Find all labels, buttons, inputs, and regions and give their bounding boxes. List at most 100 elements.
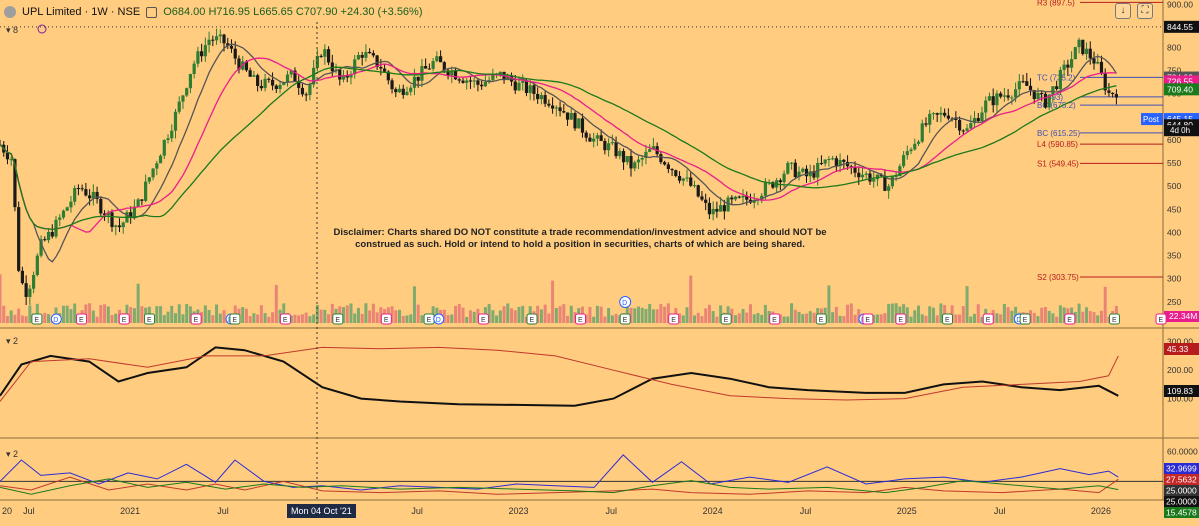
- candle-body: [401, 88, 405, 95]
- time-axis-tick-label: 2023: [508, 506, 528, 516]
- fullscreen-icon[interactable]: ⛶: [1137, 3, 1153, 19]
- volume-bar: [47, 314, 51, 323]
- candle-body: [80, 188, 84, 190]
- candle-body: [1002, 95, 1006, 97]
- earnings-marker-icon: [279, 313, 291, 325]
- candle-body: [144, 181, 148, 201]
- candle-body: [46, 231, 51, 241]
- volume-bar: [588, 306, 592, 323]
- candle-body: [345, 75, 349, 78]
- volume-bar: [498, 310, 502, 323]
- earnings-marker-icon: [941, 313, 953, 325]
- candle-body: [222, 34, 226, 44]
- candle-body: [524, 80, 529, 93]
- volume-bar: [1107, 316, 1111, 323]
- volume-bar: [405, 315, 409, 323]
- candle-body: [551, 105, 555, 109]
- candle-body: [200, 51, 204, 57]
- volume-bar: [416, 304, 420, 323]
- indicator-axis-badge-label: 25.0000: [1166, 486, 1197, 496]
- disclaimer-line-1: Disclaimer: Charts shared DO NOT constit…: [333, 227, 827, 238]
- volume-bar: [640, 307, 644, 323]
- volume-bar: [293, 314, 297, 323]
- volume-bar: [61, 305, 65, 323]
- volume-bar: [961, 306, 965, 323]
- candle-body: [353, 59, 357, 75]
- volume-bar: [831, 312, 835, 323]
- candle-body: [789, 162, 794, 164]
- indicator-axis-badge-label: 27.5632: [1166, 475, 1197, 485]
- candle-body: [715, 208, 719, 212]
- volume-bar: [1006, 307, 1010, 323]
- volume-bar: [1040, 307, 1044, 323]
- indicator-axis-badge: [1164, 507, 1199, 518]
- candle-body: [304, 94, 308, 96]
- candle-body: [1017, 81, 1021, 90]
- candle-body: [483, 81, 487, 87]
- candle-body: [192, 63, 196, 74]
- volume-bar: [887, 303, 891, 323]
- time-axis-tick-label: Jul: [606, 506, 618, 516]
- candle-body: [416, 76, 420, 81]
- symbol-title[interactable]: UPL Limited · 1W · NSE: [22, 6, 141, 18]
- visibility-toggle-icon[interactable]: [146, 6, 158, 18]
- volume-bar: [401, 315, 405, 323]
- earnings-marker-label: E: [865, 317, 870, 324]
- volume-bar: [745, 312, 749, 323]
- dividend-marker-label: D: [53, 317, 58, 324]
- volume-bar: [573, 312, 577, 323]
- candle-body: [297, 81, 301, 88]
- candle-body: [980, 112, 984, 122]
- volume-bar: [808, 311, 812, 323]
- volume-bar: [342, 307, 346, 323]
- volume-bar: [543, 304, 547, 323]
- dividend-marker-label: D: [622, 300, 627, 307]
- candle-body: [584, 132, 588, 138]
- candle-body: [588, 137, 592, 142]
- candle-body: [435, 56, 439, 62]
- indicator-axis-tick-label: 200.00: [1167, 365, 1193, 375]
- candle-body: [319, 55, 323, 57]
- candle-body: [1088, 48, 1092, 59]
- earnings-marker-label: E: [147, 317, 152, 324]
- candle-body: [315, 55, 319, 68]
- earnings-marker-label: E: [1023, 317, 1028, 324]
- collapse-down-icon[interactable]: ↓: [1115, 3, 1131, 19]
- volume-bar: [1077, 303, 1081, 323]
- volume-bar: [976, 304, 980, 323]
- volume-bar: [1058, 305, 1062, 323]
- candle-body: [427, 68, 431, 70]
- candle-body: [5, 152, 10, 160]
- earnings-marker-icon: [619, 313, 631, 325]
- moving-average-line: [0, 57, 1117, 233]
- volume-bar: [140, 306, 144, 323]
- volume-bar: [999, 314, 1003, 323]
- candle-body: [237, 58, 241, 70]
- candle-body: [976, 118, 980, 122]
- candle-body: [823, 159, 827, 164]
- candle-body: [442, 62, 446, 71]
- volume-bar: [65, 305, 69, 323]
- earnings-marker-icon: [229, 313, 241, 325]
- candle-body: [50, 231, 54, 237]
- time-axis-tick-label: Jul: [411, 506, 423, 516]
- volume-bar: [711, 311, 715, 323]
- candle-body: [644, 151, 648, 159]
- volume-bar: [315, 305, 319, 323]
- volume-bar: [517, 306, 521, 323]
- candle-body: [233, 48, 237, 59]
- volume-bar: [91, 310, 95, 323]
- volume-bar: [551, 280, 555, 323]
- candle-body: [76, 187, 81, 189]
- pivot-level-label: R3 (897.5): [1037, 0, 1075, 7]
- volume-bar: [539, 309, 543, 323]
- price-axis-badge-label: 709.40: [1167, 84, 1193, 94]
- candle-body: [173, 111, 178, 131]
- earnings-marker-icon: [769, 313, 781, 325]
- volume-bar: [412, 286, 416, 323]
- candle-body: [1096, 61, 1100, 64]
- earnings-marker-label: E: [335, 317, 340, 324]
- candle-body: [147, 177, 151, 182]
